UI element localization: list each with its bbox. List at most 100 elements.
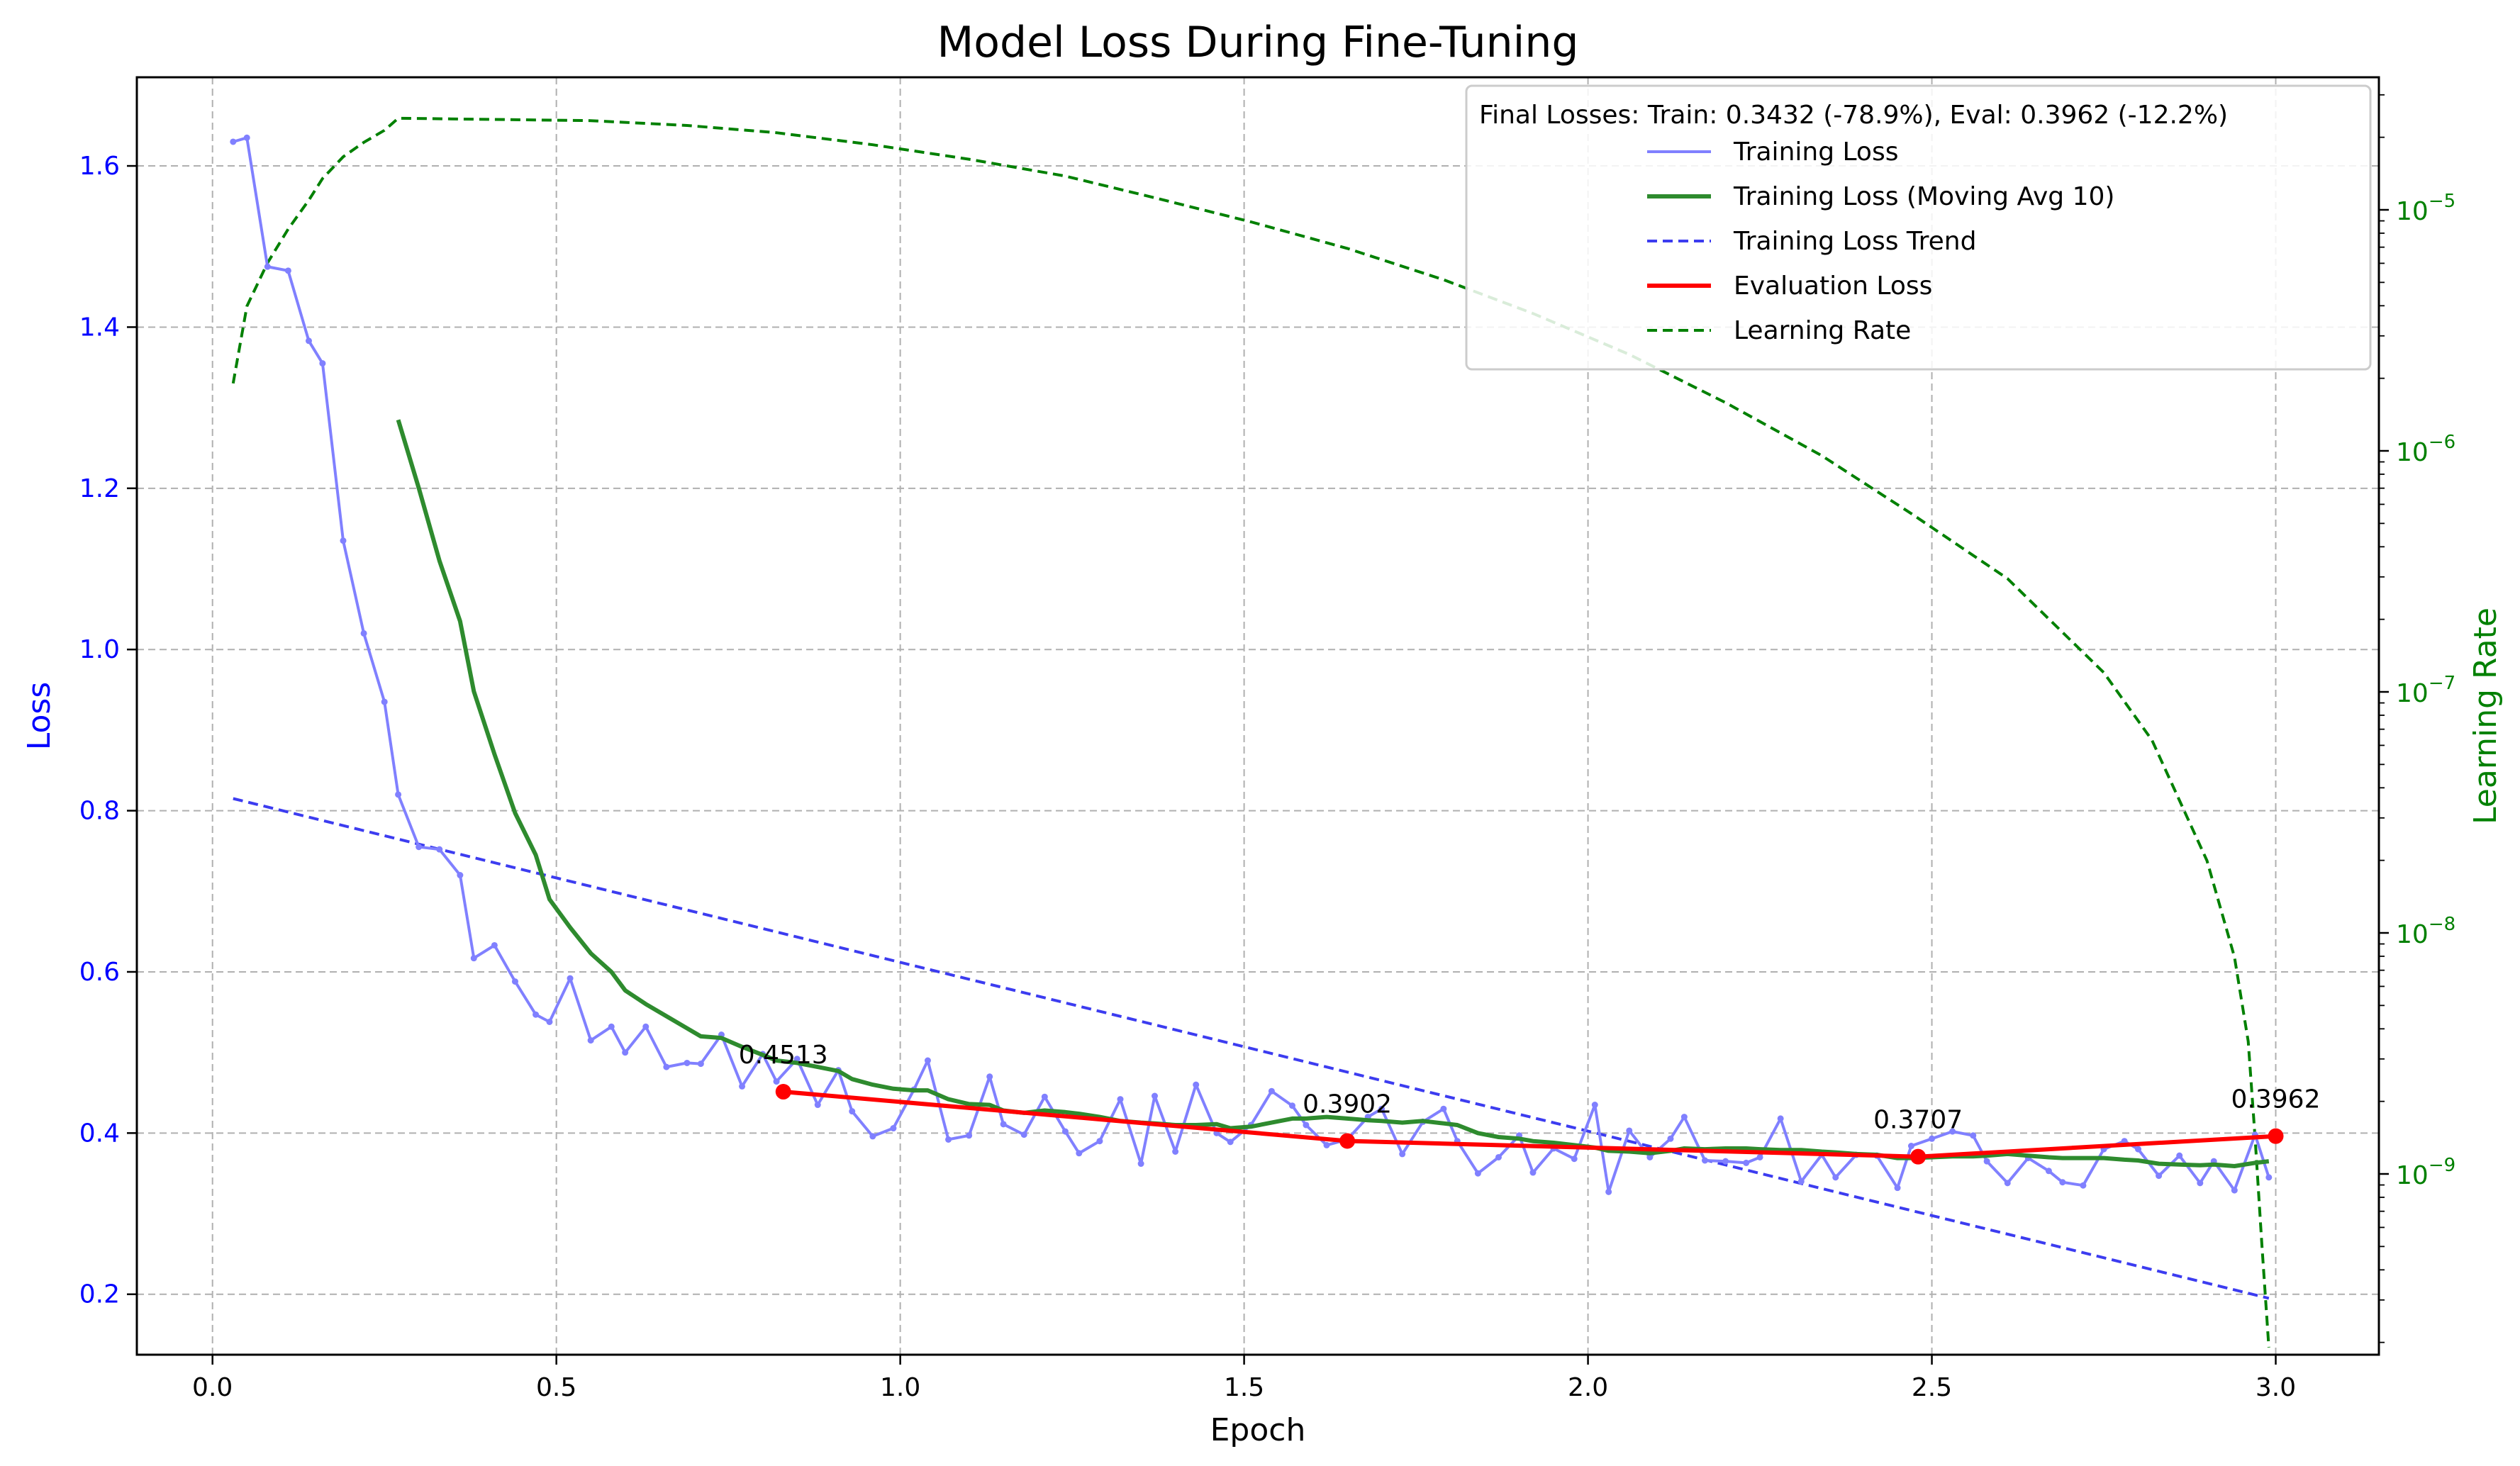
training-loss-point: [849, 1108, 856, 1115]
training-loss-point: [284, 267, 291, 274]
training-loss-point: [1894, 1185, 1901, 1192]
y-tick-label: 1.4: [79, 313, 120, 342]
y2-axis-ticks: 10−9 10−8 10−7 10−6 10−5: [2379, 94, 2455, 1343]
training-loss-point: [890, 1125, 897, 1132]
training-loss-point: [243, 134, 250, 141]
training-loss-point: [2176, 1152, 2183, 1159]
training-loss-point: [1722, 1158, 1729, 1165]
eval-loss-label: 0.4513: [739, 1041, 828, 1070]
training-loss-point: [622, 1049, 629, 1056]
training-loss-point: [663, 1063, 670, 1070]
x-tick-label: 0.5: [536, 1373, 576, 1402]
training-loss-point: [2156, 1173, 2163, 1180]
legend-label-eval: Evaluation Loss: [1734, 272, 1932, 301]
training-loss-point: [1626, 1127, 1633, 1134]
training-loss-point: [1756, 1153, 1763, 1160]
training-loss-point: [608, 1023, 615, 1030]
training-loss-point: [319, 360, 326, 367]
training-loss-point: [2231, 1187, 2238, 1194]
training-loss-point: [587, 1037, 594, 1044]
training-loss-point: [2045, 1168, 2052, 1175]
training-loss-point: [869, 1133, 876, 1140]
legend-label-trend: Training Loss Trend: [1733, 227, 1976, 256]
training-loss-point: [436, 846, 443, 853]
training-loss-point: [739, 1082, 746, 1090]
moving-avg-line: [396, 419, 2270, 1168]
training-loss-point: [697, 1061, 704, 1068]
training-loss-point: [1020, 1131, 1027, 1138]
x-tick-label: 1.0: [880, 1373, 920, 1402]
legend-label-moving-avg: Training Loss (Moving Avg 10): [1733, 182, 2114, 211]
training-loss-point: [1076, 1150, 1083, 1157]
training-loss-point: [381, 698, 388, 705]
training-loss-point: [1227, 1138, 1234, 1146]
y-axis-ticks: 0.2 0.4 0.6 0.8 1.0 1.2 1.4 1.6: [79, 152, 137, 1309]
training-loss-point: [2265, 1174, 2273, 1181]
training-loss-point: [1667, 1135, 1674, 1142]
training-loss-point: [340, 537, 347, 544]
training-loss-point: [1041, 1093, 1048, 1100]
training-loss-point: [1970, 1132, 1977, 1139]
x-tick-label: 2.0: [1568, 1373, 1608, 1402]
training-loss-point: [511, 978, 518, 985]
legend-label-lr: Learning Rate: [1734, 316, 1911, 345]
training-loss-trend-line: [233, 797, 2270, 1300]
training-loss-point: [360, 630, 367, 637]
y2-tick-label: 10−5: [2396, 191, 2455, 226]
eval-loss-label: 0.3962: [2231, 1085, 2321, 1114]
eval-loss-label: 0.3902: [1303, 1090, 1392, 1119]
training-loss-point: [1529, 1169, 1537, 1176]
training-loss-point: [1172, 1148, 1179, 1155]
training-loss-point: [305, 337, 312, 345]
training-loss-point: [1474, 1170, 1481, 1177]
learning-rate-line: [231, 116, 2270, 1348]
training-loss-point: [2004, 1180, 2011, 1187]
eval-loss-line: [783, 1090, 2276, 1159]
y-axis-label: Loss: [21, 682, 57, 751]
training-loss-point: [1646, 1153, 1654, 1160]
training-loss-point: [1061, 1128, 1069, 1135]
training-loss-point: [230, 138, 237, 145]
y2-tick-label: 10−7: [2396, 673, 2455, 708]
training-loss-point: [966, 1132, 973, 1139]
training-loss-point: [1929, 1135, 1936, 1142]
y-tick-label: 1.6: [79, 152, 120, 181]
training-loss-point: [1591, 1102, 1598, 1109]
plot-frame: [135, 76, 2380, 1356]
y2-tick-label: 10−6: [2396, 432, 2455, 467]
training-loss-point: [1323, 1141, 1330, 1148]
training-loss-point: [1000, 1121, 1007, 1128]
training-loss-point: [533, 1011, 540, 1018]
eval-annotations: 0.4513 0.3902 0.3707 0.3962: [739, 1041, 2321, 1135]
training-loss-point: [1983, 1158, 1990, 1165]
training-loss-point: [945, 1136, 952, 1143]
x-tick-label: 0.0: [192, 1373, 233, 1402]
y-tick-label: 0.8: [79, 797, 120, 826]
training-loss-point: [793, 1056, 801, 1063]
training-loss-point: [1701, 1157, 1708, 1164]
x-tick-label: 2.5: [1912, 1373, 1952, 1402]
y-tick-label: 0.2: [79, 1280, 120, 1309]
training-loss-point: [457, 872, 464, 879]
training-loss-point: [684, 1059, 691, 1066]
training-loss-point: [1949, 1128, 1956, 1135]
chart-title: Model Loss During Fine-Tuning: [937, 18, 1579, 67]
training-loss-point: [470, 955, 477, 962]
training-loss-point: [264, 263, 271, 270]
training-loss-point: [1152, 1092, 1159, 1100]
training-loss-point: [567, 975, 574, 982]
legend-box: [1465, 84, 2372, 371]
training-loss-point: [1137, 1160, 1144, 1168]
legend-title: Final Losses: Train: 0.3432 (-78.9%), Ev…: [1479, 101, 2228, 130]
training-loss-point: [1193, 1081, 1200, 1088]
series-layer: [230, 116, 2284, 1348]
y-tick-label: 0.4: [79, 1119, 120, 1148]
training-loss-point: [1743, 1159, 1750, 1166]
training-loss-point: [416, 844, 423, 851]
eval-loss-label: 0.3707: [1873, 1106, 1963, 1135]
training-loss-point: [1907, 1143, 1914, 1150]
training-loss-point: [395, 791, 402, 798]
grid-lines: [137, 77, 2379, 1355]
training-loss-point: [1288, 1102, 1295, 1109]
